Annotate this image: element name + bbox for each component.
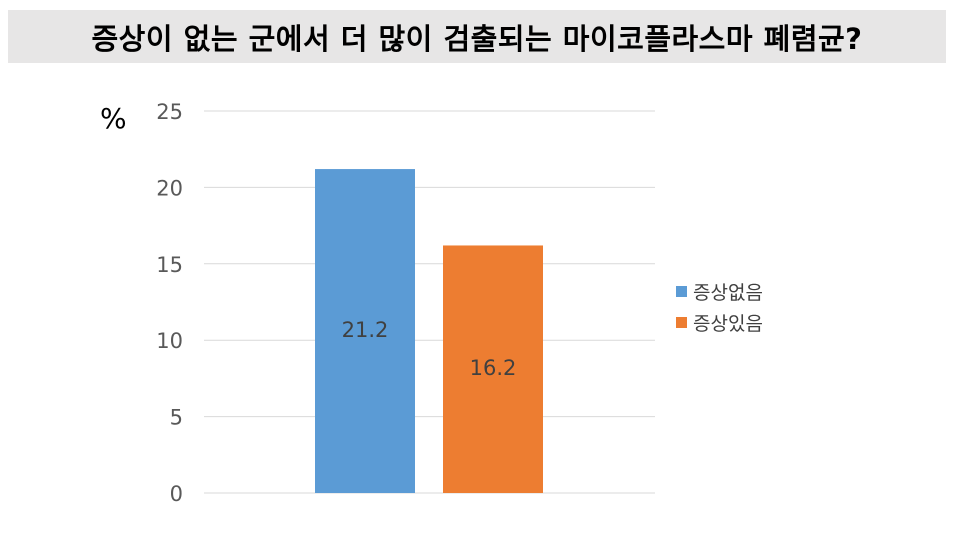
y-tick-label: 5 [170, 406, 183, 430]
data-label: 16.2 [470, 356, 517, 380]
chart-title: 증상이 없는 군에서 더 많이 검출되는 마이코플라스마 폐렴균? [91, 21, 863, 56]
legend-label: 증상있음 [693, 313, 763, 335]
legend-swatch [676, 317, 687, 328]
y-tick-label: 25 [156, 100, 183, 124]
title-bar: 증상이 없는 군에서 더 많이 검출되는 마이코플라스마 폐렴균? [8, 10, 946, 63]
bar-no-symptoms [315, 169, 415, 493]
legend-item-no-symptoms: 증상없음 [676, 276, 763, 307]
y-tick-label: 15 [156, 253, 183, 277]
data-label: 21.2 [342, 318, 389, 342]
legend-label: 증상없음 [693, 282, 763, 304]
y-tick-label: 10 [156, 329, 183, 353]
y-axis-unit: % [100, 102, 127, 135]
y-tick-label: 20 [156, 176, 183, 200]
legend: 증상없음 증상있음 [676, 276, 763, 338]
bar-with-symptoms [443, 245, 543, 493]
y-tick-label: 0 [170, 482, 183, 506]
legend-item-with-symptoms: 증상있음 [676, 307, 763, 338]
legend-swatch [676, 286, 687, 297]
